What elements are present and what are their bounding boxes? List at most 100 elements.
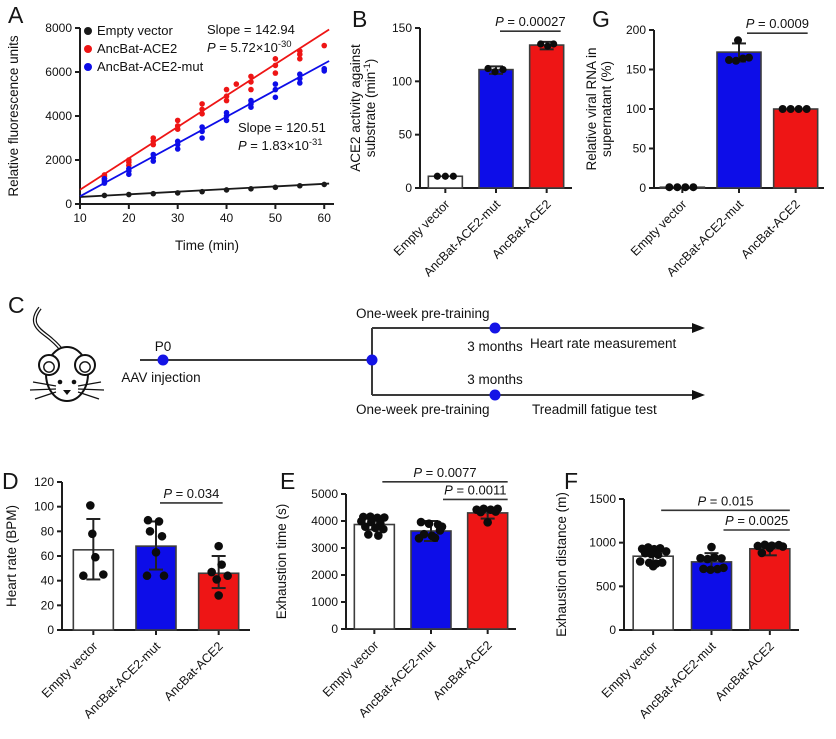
svg-text:0: 0 [331,622,338,636]
data-point [433,172,441,180]
y-axis-label: Relative fluorescence units [6,35,21,197]
data-point [159,571,169,581]
data-point [150,135,157,141]
panel-f-chart: 0 500 1000 1500 Exhaustion distance (m) P = 0… [552,458,836,739]
x-tick-labels: 10 20 30 40 50 60 [73,211,331,225]
y-tick-labels: 0 20 40 60 80 100 120 [34,475,54,637]
y-axis [75,27,81,205]
data-point [786,105,795,113]
svg-text:50: 50 [399,128,413,142]
data-point [703,554,712,564]
timeline-arrow-bottom [692,390,705,400]
significance: P = 0.0077 P = 0.0011 [382,465,508,501]
data-point [707,542,716,552]
data-point [214,591,223,600]
legend: Empty vector AncBat-ACE2 AncBat-ACE2-mut [84,23,204,74]
data-point [753,541,763,551]
data-point [272,94,279,101]
data-point [272,56,279,62]
panel-b-chart: 0 50 100 150 ACE2 activity against substrate … [348,0,590,282]
significance: P = 0.0009 [746,16,809,34]
svg-text:Empty vector: Empty vector [39,639,100,700]
p-value-label: P = 0.0077 [413,465,476,480]
data-point [199,106,205,113]
bar [749,547,791,631]
data-point [374,531,383,540]
data-point [174,123,181,129]
x-axis-label: Time (min) [175,238,239,253]
panel-label-e: E [280,468,296,494]
bar [528,44,565,189]
panel-label-g: G [592,6,610,32]
data-point [321,181,328,188]
svg-text:5000: 5000 [311,487,338,501]
svg-text:0: 0 [405,181,412,195]
data-dots [665,36,811,192]
data-point [199,124,205,130]
data-point [297,56,303,62]
heart-rate-measurement-label: Heart rate measurement [530,336,677,351]
svg-text:100: 100 [34,500,54,514]
data-point [151,548,161,557]
data-point [217,560,226,569]
y-axis-label: Heart rate (BPM) [4,505,19,607]
data-point [297,182,303,189]
svg-text:Empty vector: Empty vector [320,638,381,699]
data-point [272,86,279,93]
svg-text:4000: 4000 [45,109,72,123]
data-dots [357,504,502,543]
svg-text:0: 0 [639,181,646,195]
data-point [550,40,558,48]
mouse-icon [29,306,105,402]
y-axis-label: supernatant (%) [599,61,614,157]
data-dots [79,501,232,600]
legend-marker [84,63,92,71]
data-point [414,533,424,543]
svg-text:1500: 1500 [589,492,616,506]
timeline-dots [157,322,501,401]
data-point [499,66,507,74]
svg-text:AncBat-ACE2: AncBat-ACE2 [161,639,225,703]
data-point [272,184,279,191]
data-dots [433,40,558,180]
series-points [101,65,328,186]
data-dots [635,540,788,575]
data-point [435,526,445,535]
timeline-arrow-top [692,323,705,333]
svg-text:1000: 1000 [589,536,616,550]
data-point [126,166,132,172]
bars [427,44,565,189]
data-point [544,42,552,50]
svg-text:150: 150 [392,21,412,35]
data-point [732,56,740,65]
bar [772,108,819,189]
panel-g-chart: 0 50 100 150 200 Relative viral RNA in superna… [584,0,836,282]
three-months-bottom-label: 3 months [467,372,523,387]
data-point [233,81,240,87]
data-point [765,543,775,553]
x-axis [79,203,334,209]
data-point [150,190,157,197]
data-point [248,186,254,192]
p-value-annotation: P = 5.72×10-30 [207,39,292,55]
bars [659,51,819,190]
bar [716,51,762,189]
svg-text:40: 40 [220,211,234,225]
data-point [88,529,97,539]
svg-text:30: 30 [171,211,185,225]
data-point [734,36,742,45]
data-point [696,553,705,563]
data-point [174,117,181,124]
data-point [248,86,254,93]
p-value-label: P = 0.0009 [746,16,809,31]
data-point [154,517,164,526]
panel-label-a: A [8,2,24,28]
data-point [174,190,181,196]
y-tick-labels: 0 1000 2000 3000 4000 5000 [311,487,338,636]
svg-text:8000: 8000 [45,21,72,35]
bar [135,545,177,631]
y-axis [341,493,347,630]
data-point [272,81,279,87]
svg-text:6000: 6000 [45,65,72,79]
